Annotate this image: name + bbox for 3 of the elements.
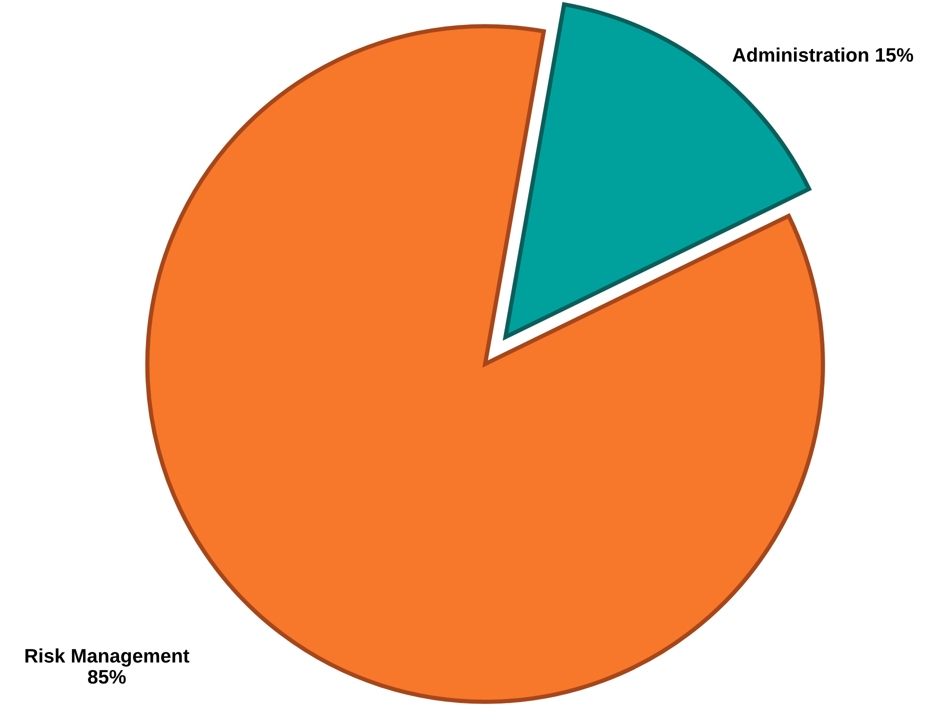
slice-label: Risk Management [25,648,190,667]
slice-label: Administration 15% [732,48,914,62]
data-label: 85% [88,670,126,684]
